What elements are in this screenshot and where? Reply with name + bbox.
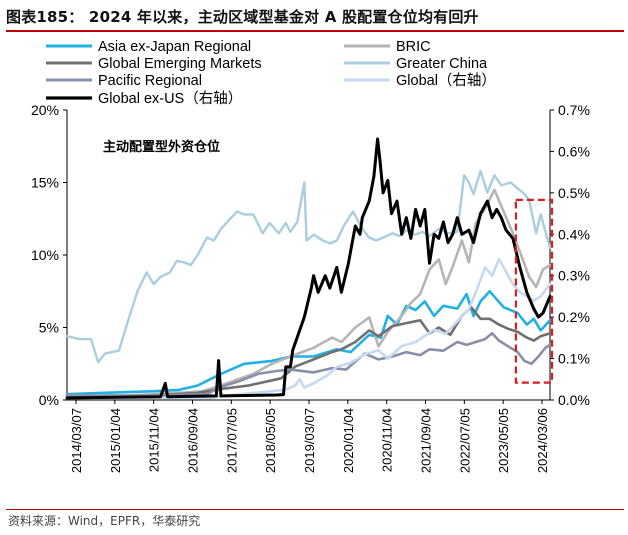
x-tick-label: 2024/03/06 xyxy=(535,408,550,473)
x-tick-label: 2017/07/05 xyxy=(224,408,239,473)
legend-label: BRIC xyxy=(396,39,431,55)
source-rule xyxy=(6,509,624,510)
left-tick-label: 20% xyxy=(31,102,59,118)
series-line xyxy=(65,332,552,397)
x-tick-label: 2022/07/05 xyxy=(457,408,472,473)
axes: 0% 5% 10% 15% 20% 0.0% 0.1% 0.2% 0.3% 0.4% 0.5% 0.6… xyxy=(31,102,590,473)
x-tick-label: 2015/01/04 xyxy=(108,408,123,473)
right-tick-label: 0.2% xyxy=(558,309,590,325)
legend-label: Asia ex-Japan Regional xyxy=(98,39,251,55)
series-line xyxy=(65,305,552,399)
series-line xyxy=(65,137,552,400)
x-tick-label: 2015/11/04 xyxy=(147,408,162,472)
right-tick-label: 0.7% xyxy=(558,102,590,118)
x-tick-label: 2019/03/07 xyxy=(302,408,317,473)
left-tick-label: 0% xyxy=(39,392,59,408)
legend-label: Global ex-US（右轴） xyxy=(98,90,242,107)
right-tick-label: 0.0% xyxy=(558,392,590,408)
left-tick-label: 5% xyxy=(39,320,59,336)
right-tick-label: 0.5% xyxy=(558,185,590,201)
x-tick-label: 2023/05/05 xyxy=(496,408,511,473)
chart-annotation: 主动配置型外资仓位 xyxy=(103,139,220,155)
x-tick-label: 2018/05/05 xyxy=(263,408,278,473)
right-tick-label: 0.4% xyxy=(558,226,590,242)
figure-title: 图表185： 2024 年以来，主动区域型基金对 A 股配置仓位均有回升 xyxy=(6,8,479,26)
legend: Asia ex-Japan Regional BRIC Global Emergin… xyxy=(46,39,496,107)
series-lines xyxy=(65,137,554,400)
x-tick-label: 2021/09/04 xyxy=(419,408,434,473)
series-line xyxy=(65,188,552,397)
title-rule xyxy=(6,30,624,32)
chart-area: 0% 5% 10% 15% 20% 0.0% 0.1% 0.2% 0.3% 0.4% 0.5% 0.6… xyxy=(31,39,590,473)
x-tick-label: 2020/01/04 xyxy=(341,408,356,473)
right-tick-label: 0.1% xyxy=(558,351,590,367)
legend-label: Greater China xyxy=(396,56,488,72)
series-line xyxy=(65,169,552,364)
x-tick-label: 2020/11/04 xyxy=(380,408,395,472)
left-tick-label: 10% xyxy=(31,247,59,263)
left-tick-label: 15% xyxy=(31,175,59,191)
legend-label: Global Emerging Markets xyxy=(98,56,262,72)
highlight-box xyxy=(514,198,554,384)
right-tick-label: 0.3% xyxy=(558,268,590,284)
x-tick-label: 2016/09/04 xyxy=(186,408,201,473)
x-tick-label: 2014/03/07 xyxy=(69,408,84,473)
right-tick-label: 0.6% xyxy=(558,143,590,159)
series-line xyxy=(65,257,552,400)
source-note: 资料来源：Wind，EPFR，华泰研究 xyxy=(8,514,201,528)
legend-label: Global（右轴） xyxy=(396,72,496,89)
legend-label: Pacific Regional xyxy=(98,73,202,89)
